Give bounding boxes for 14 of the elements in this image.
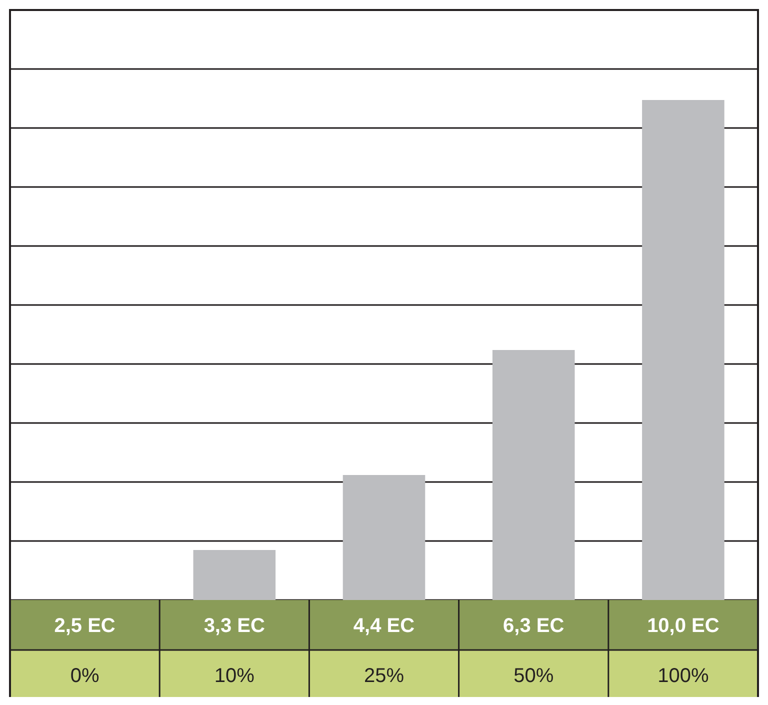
x-tick-label: 2,5 EC [54,615,116,637]
bar [492,350,575,600]
x-tick-label: 6,3 EC [503,615,564,637]
x-tick-label: 4,4 EC [353,615,415,637]
data-label: 25% [364,665,404,687]
x-tick-label: 10,0 EC [647,615,720,637]
data-label: 100% [658,665,709,687]
bar [193,550,276,600]
data-label: 0% [70,665,100,687]
bar [342,475,426,600]
bar [642,100,724,600]
data-label: 10% [214,665,255,687]
data-label: 50% [514,665,554,687]
x-tick-label: 3,3 EC [204,615,265,637]
